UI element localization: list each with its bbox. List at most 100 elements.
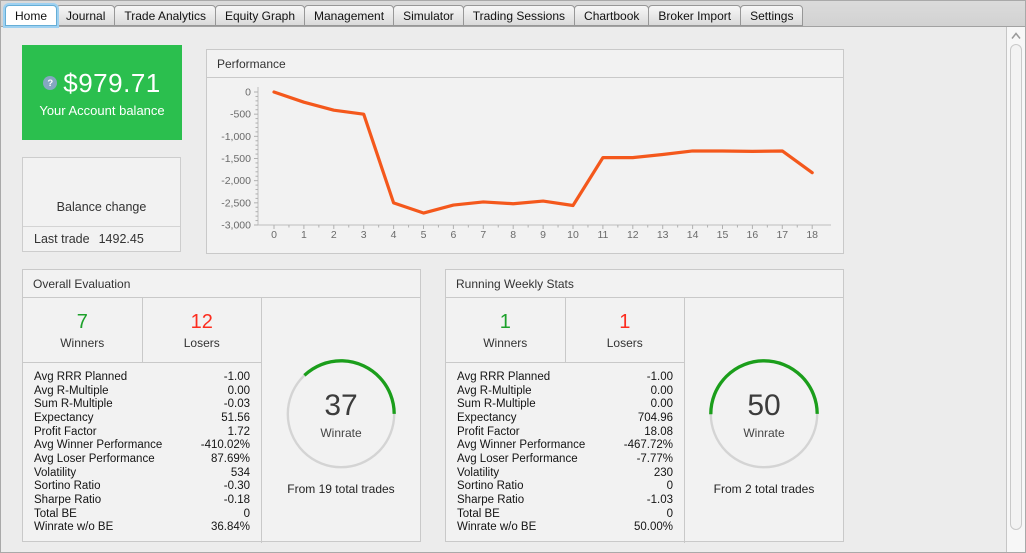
winners-count: 7	[76, 310, 88, 333]
stat-label: Sharpe Ratio	[34, 493, 102, 506]
main-content: ? $979.71 Your Account balance Balance c…	[1, 27, 1025, 552]
tab-broker-import[interactable]: Broker Import	[648, 5, 742, 26]
svg-text:1: 1	[301, 229, 307, 241]
stat-label: Avg Winner Performance	[457, 439, 586, 452]
winners-count: 1	[499, 310, 511, 333]
stat-row: Winrate w/o BE 36.84%	[34, 521, 250, 535]
winrate-gauge-text: 50 Winrate	[707, 357, 821, 471]
stat-label: Sortino Ratio	[34, 480, 101, 493]
stat-value: 0.00	[650, 384, 673, 397]
stat-label: Profit Factor	[34, 425, 97, 438]
stat-row: Total BE 0	[457, 508, 673, 522]
stat-label: Expectancy	[34, 411, 94, 424]
tab-management[interactable]: Management	[304, 5, 395, 26]
stat-value: 0	[243, 507, 250, 520]
stat-value: -1.03	[646, 493, 673, 506]
stat-label: Avg Loser Performance	[34, 452, 155, 465]
tab-settings[interactable]: Settings	[740, 5, 804, 26]
stats-list: Avg RRR Planned -1.00 Avg R-Multiple 0.00 Su…	[23, 363, 261, 535]
stat-row: Profit Factor 1.72	[34, 426, 250, 440]
svg-text:0: 0	[271, 229, 277, 241]
svg-text:15: 15	[717, 229, 729, 241]
stat-label: Volatility	[34, 466, 77, 479]
total-trades-caption: From 2 total trades	[713, 482, 815, 496]
tab-home[interactable]: Home	[5, 5, 58, 26]
winrate-label: Winrate	[320, 425, 362, 440]
stat-row: Avg R-Multiple 0.00	[34, 385, 250, 399]
stat-value: -0.30	[223, 480, 250, 493]
gauge-column: 37 Winrate From 19 total trades	[262, 298, 420, 543]
stat-label: Total BE	[457, 507, 500, 520]
tab-chartbook[interactable]: Chartbook	[574, 5, 650, 26]
losers-label: Losers	[606, 335, 643, 350]
losers-cell: 12 Losers	[143, 298, 262, 362]
scrollbar-thumb[interactable]	[1010, 44, 1022, 530]
stat-label: Volatility	[457, 466, 500, 479]
tab-equity-graph[interactable]: Equity Graph	[214, 5, 306, 26]
performance-panel: Performance 0 -500 -1,000 -1,500 -2,000 -2,50…	[206, 49, 844, 254]
svg-text:-1,500: -1,500	[221, 153, 251, 165]
stat-value: 36.84%	[210, 521, 250, 534]
stats-list: Avg RRR Planned -1.00 Avg R-Multiple 0.00 Su…	[446, 363, 684, 535]
stat-row: Profit Factor 18.08	[457, 426, 673, 440]
winrate-gauge-text: 37 Winrate	[284, 357, 398, 471]
stat-row: Sharpe Ratio -0.18	[34, 494, 250, 508]
svg-text:18: 18	[806, 229, 818, 241]
balance-change-title: Balance change	[56, 200, 147, 214]
stat-label: Total BE	[34, 507, 77, 520]
winrate-gauge-ring	[709, 359, 819, 469]
scrollbar[interactable]	[1006, 27, 1025, 552]
scroll-up-button[interactable]	[1011, 32, 1021, 40]
winrate-value: 50	[747, 388, 781, 422]
stat-label: Avg RRR Planned	[34, 371, 128, 383]
stat-row: Sum R-Multiple 0.00	[457, 398, 673, 412]
winrate-gauge: 37 Winrate	[284, 357, 398, 471]
overall-evaluation-title: Overall Evaluation	[23, 270, 420, 298]
stat-value: 0	[666, 480, 673, 493]
stat-label: Sharpe Ratio	[457, 493, 525, 506]
svg-text:4: 4	[391, 229, 397, 241]
tab-trade-analytics[interactable]: Trade Analytics	[114, 5, 216, 26]
stat-label: Avg RRR Planned	[457, 371, 551, 383]
account-balance-amount: $979.71	[63, 67, 161, 98]
stat-label: Avg R-Multiple	[34, 384, 109, 397]
svg-text:6: 6	[450, 229, 456, 241]
stat-value: 87.69%	[210, 452, 250, 465]
stat-row: Avg Winner Performance -467.72%	[457, 439, 673, 453]
last-trade-row: Last trade 1492.45	[23, 226, 180, 251]
losers-cell: 1 Losers	[566, 298, 685, 362]
stat-row: Sharpe Ratio -1.03	[457, 494, 673, 508]
stat-value: -0.03	[223, 398, 250, 411]
last-trade-label: Last trade	[34, 232, 90, 246]
stat-value: 50.00%	[633, 521, 673, 534]
stat-value: 230	[653, 466, 673, 479]
help-icon[interactable]: ?	[43, 76, 58, 90]
stat-value: -1.00	[223, 371, 250, 383]
svg-text:13: 13	[657, 229, 669, 241]
winrate-gauge: 50 Winrate	[707, 357, 821, 471]
svg-text:-500: -500	[230, 109, 251, 121]
stat-value: 0.00	[650, 398, 673, 411]
stat-row: Sortino Ratio 0	[457, 480, 673, 494]
stat-label: Profit Factor	[457, 425, 520, 438]
stat-value: 0.00	[227, 384, 250, 397]
svg-text:-2,500: -2,500	[221, 197, 251, 209]
stat-row: Winrate w/o BE 50.00%	[457, 521, 673, 535]
svg-text:12: 12	[627, 229, 639, 241]
stat-value: 0	[666, 507, 673, 520]
stat-row: Avg Loser Performance 87.69%	[34, 453, 250, 467]
stat-row: Avg Loser Performance -7.77%	[457, 453, 673, 467]
tab-trading-sessions[interactable]: Trading Sessions	[462, 5, 576, 26]
account-balance-card: ? $979.71 Your Account balance	[22, 45, 182, 140]
stat-row: Total BE 0	[34, 508, 250, 522]
svg-text:-3,000: -3,000	[221, 220, 251, 232]
tab-simulator[interactable]: Simulator	[393, 5, 464, 26]
stats-column: 7 Winners 12 Losers Avg RRR Planned -1.00…	[23, 298, 262, 543]
running-weekly-stats-panel: Running Weekly Stats 1 Winners 1 Losers …	[445, 269, 844, 543]
last-trade-value: 1492.45	[98, 232, 144, 246]
stat-value: 51.56	[221, 411, 250, 424]
account-balance-row: ? $979.71	[43, 68, 160, 99]
tab-journal[interactable]: Journal	[56, 5, 116, 26]
stat-row: Expectancy 51.56	[34, 412, 250, 426]
